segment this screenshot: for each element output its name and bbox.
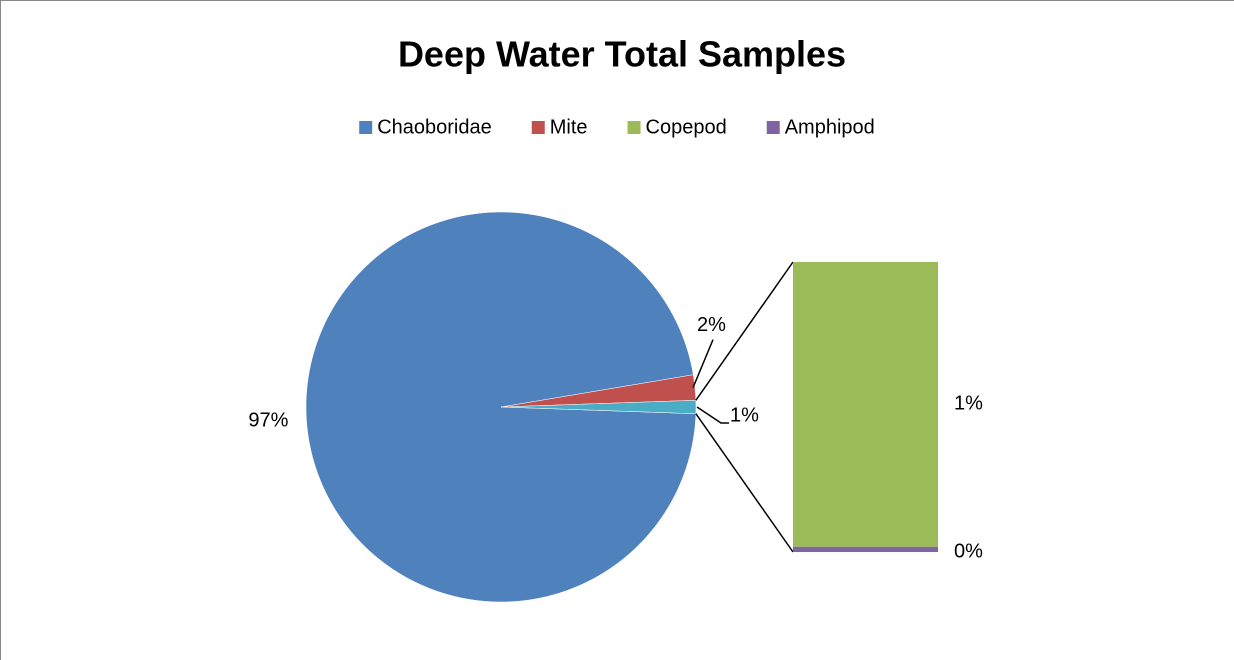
leader-line — [692, 339, 714, 388]
legend-swatch — [627, 121, 641, 134]
legend-label: Mite — [550, 116, 588, 138]
pie-slice-other — [500, 400, 697, 414]
legend-label: Amphipod — [785, 116, 875, 138]
connector-line — [695, 261, 794, 401]
connector-line — [695, 413, 794, 553]
pie-slice — [305, 211, 697, 603]
data-label: 97% — [248, 409, 288, 431]
legend-swatch — [766, 121, 780, 134]
legend-label: Copepod — [646, 116, 727, 138]
data-label: 2% — [697, 314, 726, 336]
legend-swatch — [359, 121, 373, 134]
leader-line — [696, 406, 729, 424]
legend-label: Chaoboridae — [377, 116, 492, 138]
bar-segment — [793, 546, 938, 552]
data-label: 1% — [954, 393, 983, 415]
data-label: 1% — [730, 404, 759, 426]
chart-title: Deep Water Total Samples — [398, 34, 846, 75]
data-label: 0% — [954, 540, 983, 562]
legend-swatch — [531, 121, 545, 134]
bar-segment — [793, 262, 938, 547]
